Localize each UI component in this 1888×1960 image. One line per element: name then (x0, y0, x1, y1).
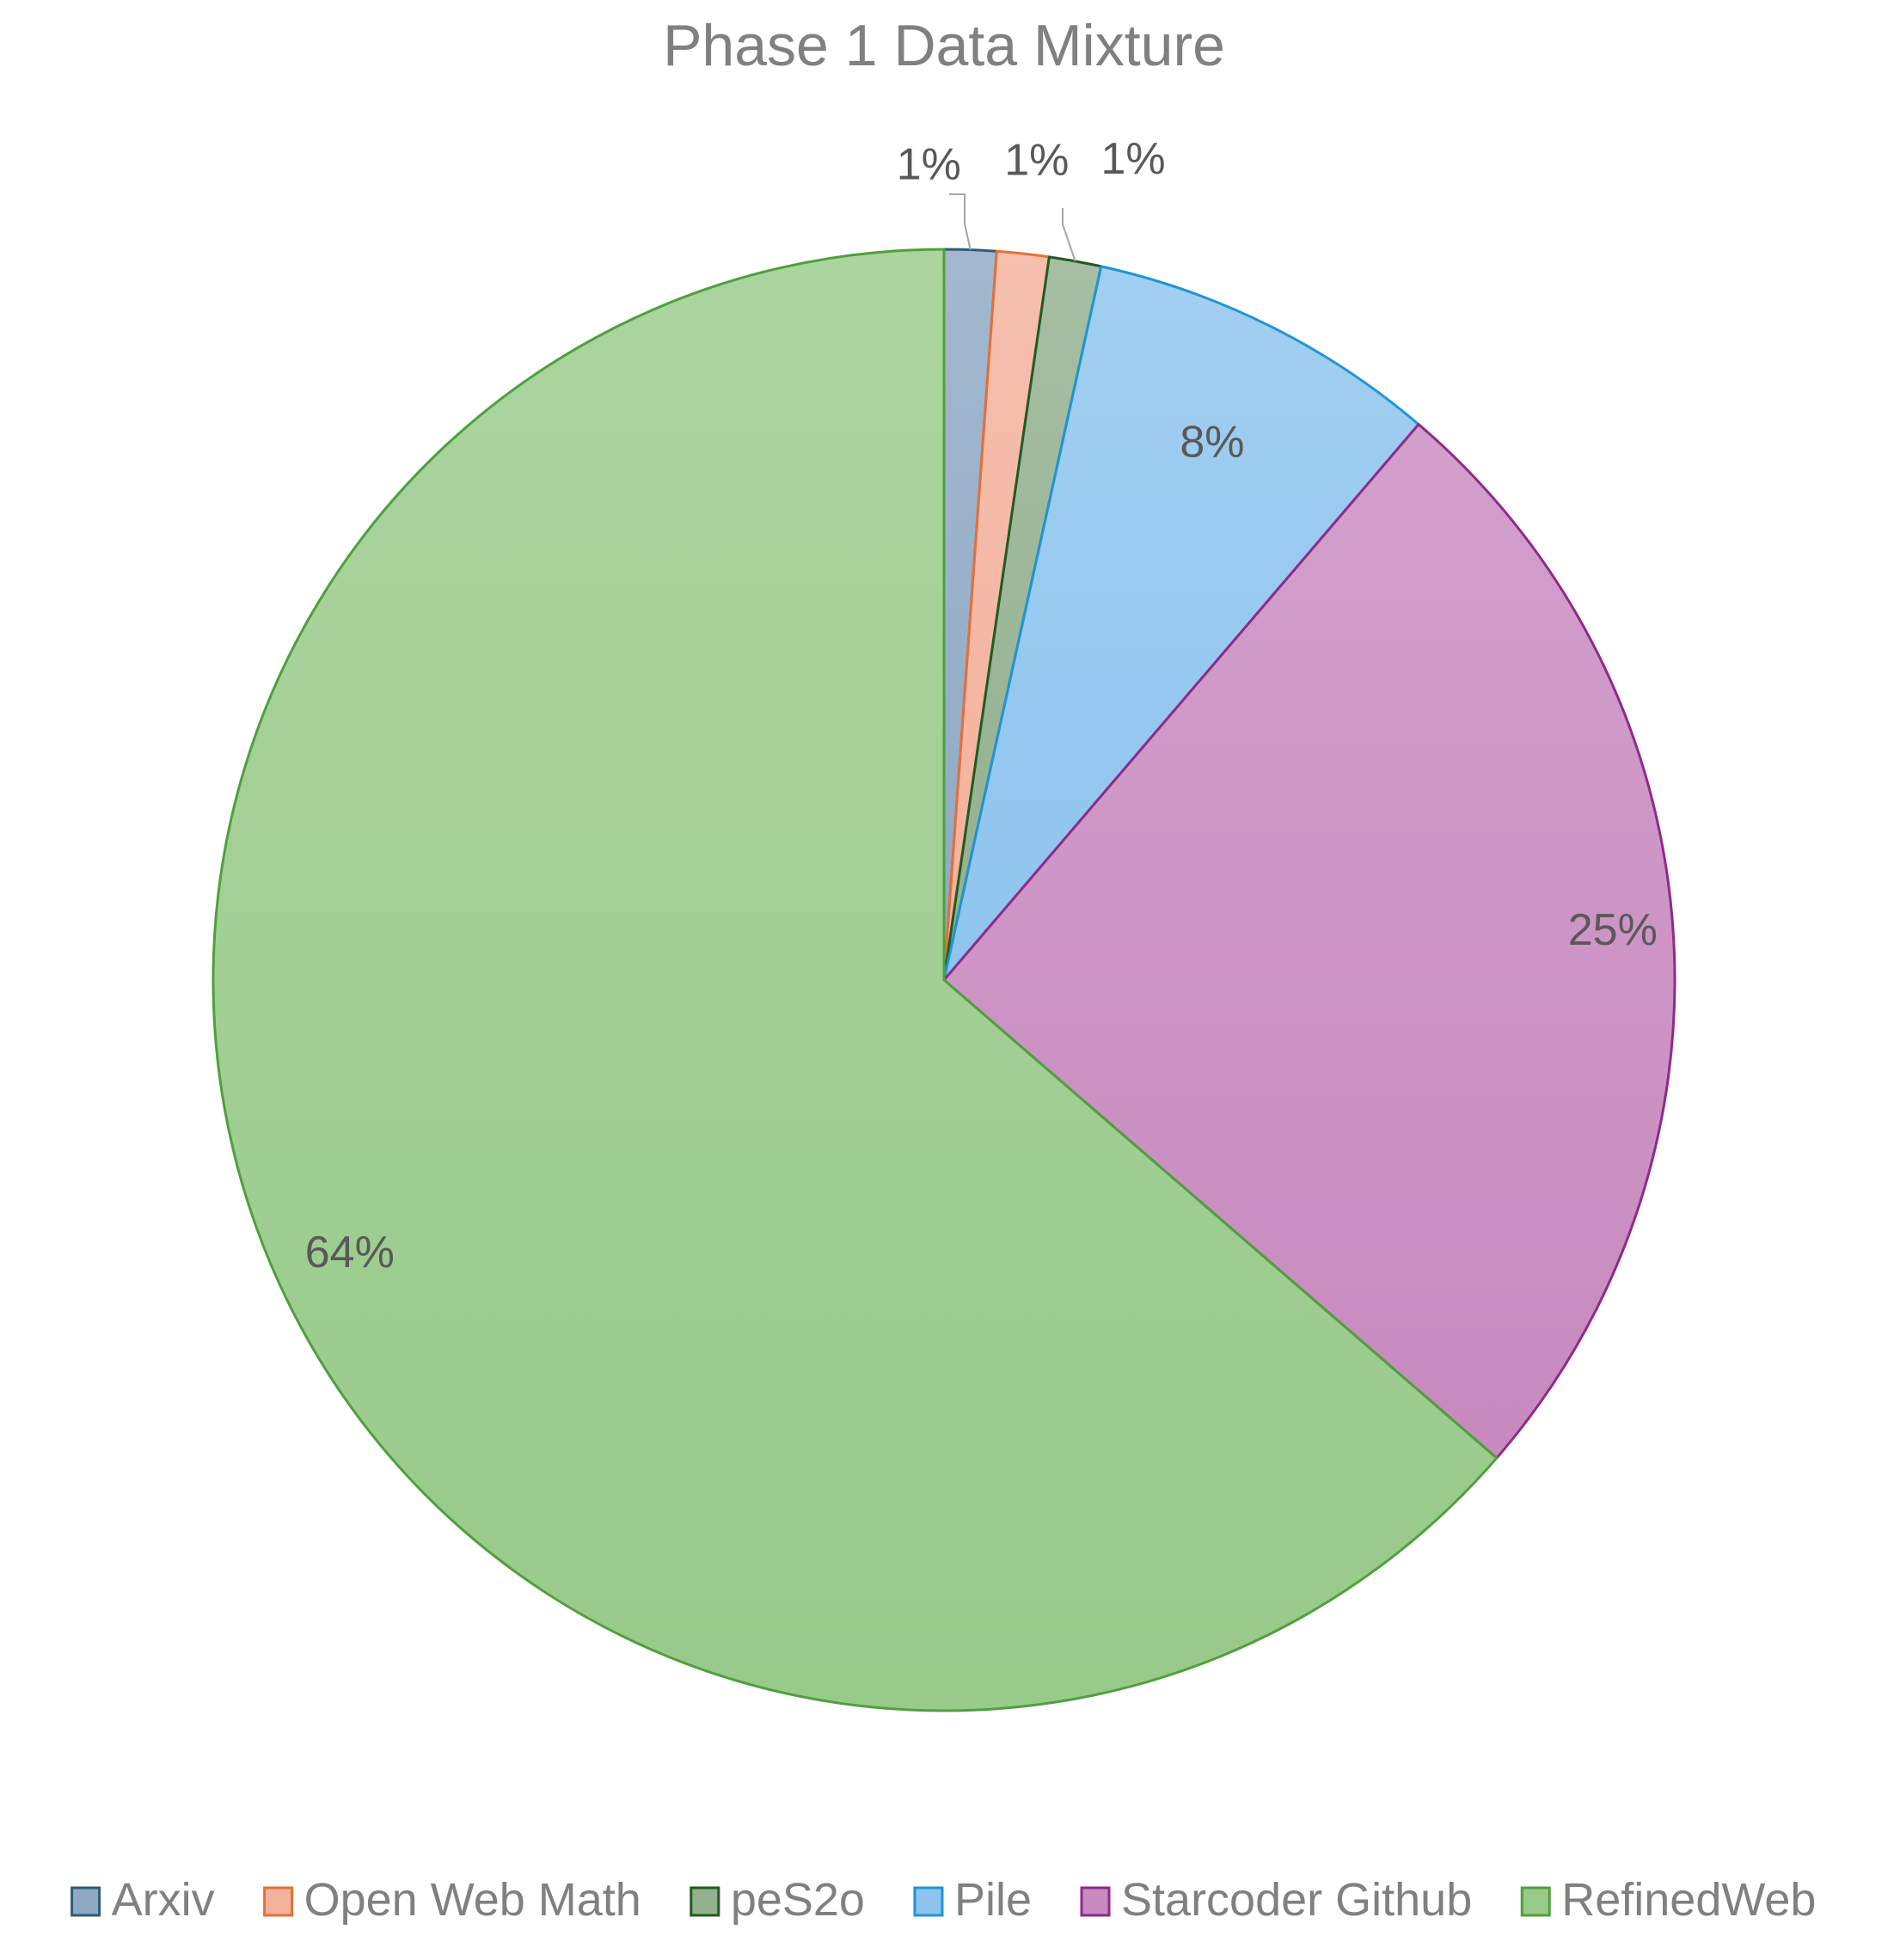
data-label-arxiv: 1% (897, 140, 961, 190)
legend-swatch-pile (913, 1886, 944, 1917)
legend-item-pile: Pile (913, 1874, 1032, 1926)
legend-swatch-pes2o (690, 1886, 720, 1917)
legend-label-open-web-math: Open Web Math (304, 1874, 641, 1926)
pie-data-labels: 1% 1% 1% 8% 25% 64% (305, 134, 1658, 1277)
legend-swatch-open-web-math (263, 1886, 294, 1917)
legend-label-pile: Pile (954, 1874, 1032, 1926)
legend-label-refinedweb: RefinedWeb (1561, 1874, 1816, 1926)
chart-title: Phase 1 Data Mixture (663, 13, 1225, 78)
legend-item-refinedweb: RefinedWeb (1520, 1874, 1816, 1926)
legend-label-arxiv: Arxiv (112, 1874, 215, 1926)
legend-item-arxiv: Arxiv (70, 1874, 215, 1926)
leader-line-pes2o (1062, 208, 1076, 262)
data-label-pes2o: 1% (1101, 134, 1166, 184)
data-label-pile: 8% (1180, 417, 1244, 467)
legend-item-starcoder-github: Starcoder Github (1080, 1874, 1472, 1926)
legend-label-starcoder-github: Starcoder Github (1121, 1874, 1472, 1926)
data-label-refinedweb: 64% (305, 1228, 395, 1277)
slice-starcoder-github (942, 423, 1677, 1460)
legend-swatch-arxiv (70, 1886, 101, 1917)
legend-item-open-web-math: Open Web Math (263, 1874, 641, 1926)
pie-slices (211, 248, 1677, 1712)
legend-label-pes2o: peS2o (731, 1874, 865, 1926)
slice-refinedweb (211, 248, 1499, 1712)
legend-item-pes2o: peS2o (690, 1874, 865, 1926)
chart-legend: Arxiv Open Web Math peS2o Pile Starcoder Git… (70, 1874, 1816, 1926)
data-label-starcoder-github: 25% (1568, 905, 1658, 955)
data-label-open-web-math: 1% (1004, 136, 1069, 186)
slice-pile (942, 265, 1420, 982)
legend-swatch-refinedweb (1520, 1886, 1551, 1917)
legend-swatch-starcoder-github (1080, 1886, 1111, 1917)
leader-line-arxiv (949, 193, 972, 250)
